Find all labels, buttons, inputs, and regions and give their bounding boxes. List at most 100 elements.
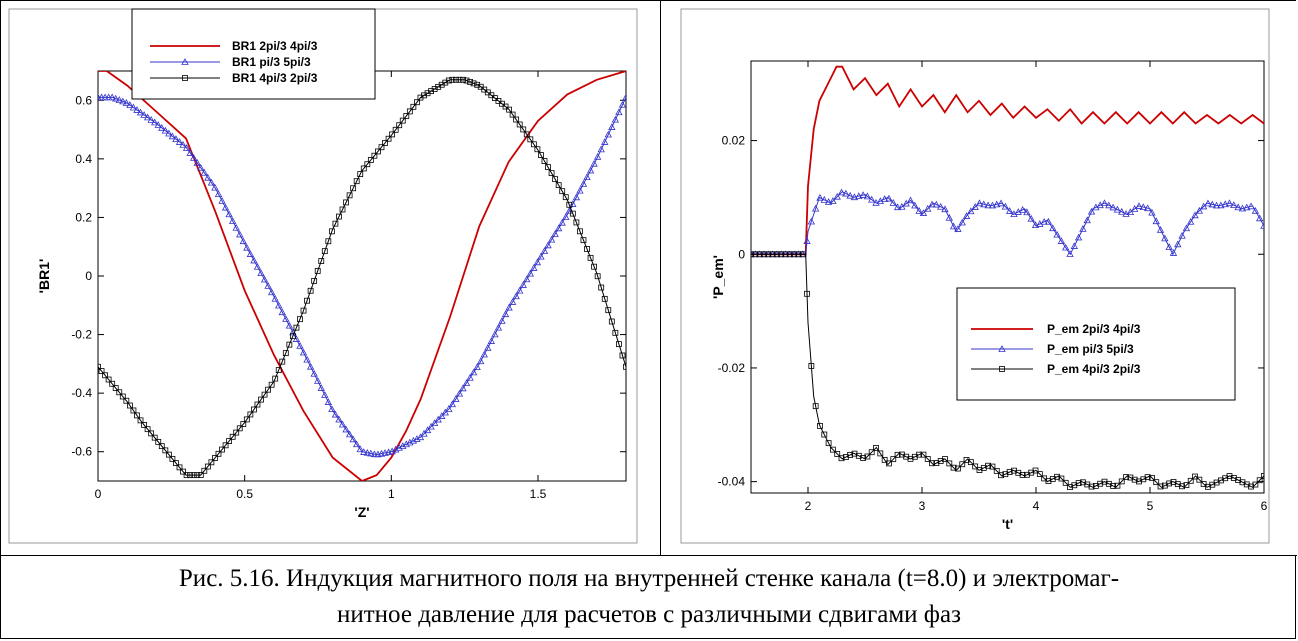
legend-label-1: P_em pi/3 5pi/3: [1047, 342, 1134, 356]
series-2-point: [357, 171, 364, 178]
series-2-point: [1062, 479, 1069, 486]
y-tick-label: 0.6: [75, 93, 92, 107]
series-line-0: [751, 65, 1264, 256]
series-1-point: [321, 391, 329, 398]
series-2-point: [219, 446, 225, 453]
series-1-point: [1053, 230, 1061, 238]
series-2-point: [782, 251, 789, 258]
series-1-point: [126, 101, 134, 108]
series-1-point: [455, 389, 464, 397]
series-2-point: [382, 140, 388, 146]
series-1-point: [833, 192, 841, 200]
series-2-point: [1144, 474, 1151, 481]
series-2-point: [1110, 483, 1117, 489]
series-2-point: [286, 341, 293, 348]
series-2-point: [985, 462, 992, 469]
series-2-point: [886, 460, 892, 467]
series-1-point: [182, 144, 191, 151]
series-1-point: [906, 196, 915, 204]
series-2-point: [311, 277, 318, 284]
y-tick-label: -0.02: [718, 361, 746, 375]
series-1-point: [491, 330, 499, 338]
series-2-point: [821, 431, 828, 438]
series-2-point: [258, 396, 264, 403]
series-2-point: [261, 391, 268, 398]
series-1-point: [967, 207, 975, 215]
series-2-point: [834, 451, 841, 457]
series-2-point: [972, 463, 979, 470]
series-2-point: [527, 136, 534, 143]
series-2-point: [786, 251, 793, 258]
series-1-point: [608, 123, 616, 130]
series-2-point: [520, 126, 527, 133]
series-2-point: [1226, 473, 1233, 479]
series-1-point: [1234, 203, 1242, 211]
series-1-point: [494, 323, 503, 331]
series-1-point: [477, 357, 485, 365]
series-1-point: [1113, 205, 1122, 213]
series-2-point: [187, 472, 194, 479]
series-1-point: [275, 301, 283, 309]
series-2-point: [1149, 474, 1155, 481]
series-2-point: [808, 363, 815, 369]
series-1-point: [445, 405, 453, 412]
y-tick-label: 0.02: [722, 134, 746, 148]
series-1-point: [225, 210, 233, 218]
series-1-point: [303, 355, 311, 363]
series-2-point: [314, 268, 321, 274]
series-1-point: [1135, 202, 1143, 209]
x-tick-label: 1: [388, 487, 395, 501]
series-1-point: [1105, 201, 1113, 209]
series-1-point: [1027, 214, 1035, 222]
series-1-point: [236, 230, 244, 238]
series-2-point: [967, 459, 974, 466]
series-1-point: [512, 292, 520, 300]
series-1-point: [314, 377, 322, 384]
series-1-point: [243, 243, 251, 251]
series-1-point: [975, 199, 984, 207]
y-tick-label: -0.2: [71, 328, 92, 342]
series-1-point: [175, 138, 184, 145]
legend-marker-1: [181, 58, 189, 65]
series-2-point: [212, 455, 218, 461]
series-1-point: [108, 93, 116, 101]
series-1-point: [1152, 217, 1160, 225]
series-1-point: [1079, 225, 1087, 232]
x-tick-label: 4: [1033, 499, 1040, 513]
series-2-point: [364, 161, 371, 168]
series-2-point: [126, 402, 133, 409]
series-2-point: [1019, 472, 1026, 478]
series-1-point: [949, 222, 958, 230]
y-tick-label: -0.4: [71, 386, 92, 400]
series-2-point: [396, 122, 403, 129]
series-1-point: [179, 140, 187, 148]
series-1-point: [416, 433, 425, 441]
series-1-point: [218, 197, 226, 204]
series-2-point: [541, 158, 548, 164]
series-1-point: [1230, 201, 1238, 209]
series-1-point: [335, 415, 343, 423]
series-1-point: [893, 203, 902, 211]
series-2-point: [226, 438, 233, 444]
series-2-point: [1252, 481, 1259, 488]
series-2-point: [173, 460, 179, 467]
series-1-point: [158, 123, 166, 131]
series-2-point: [197, 472, 204, 478]
x-axis-label: 't': [1002, 516, 1013, 532]
series-1-point: [611, 115, 620, 123]
series-1-point: [1212, 201, 1221, 209]
series-1-point: [1174, 240, 1182, 248]
series-1-point: [1217, 201, 1225, 209]
series-2-point: [552, 176, 559, 183]
series-1-point: [190, 154, 198, 161]
series-1-point: [271, 294, 279, 302]
series-1-point: [1023, 208, 1031, 216]
series-2-point: [1183, 482, 1190, 489]
series-1-point: [473, 363, 481, 371]
series-1-point: [207, 178, 216, 186]
y-tick-label: -0.6: [71, 445, 92, 459]
series-2-point: [791, 251, 798, 258]
series-1-point: [438, 412, 446, 419]
series-1-point: [452, 395, 460, 402]
series-2-point: [584, 246, 590, 252]
